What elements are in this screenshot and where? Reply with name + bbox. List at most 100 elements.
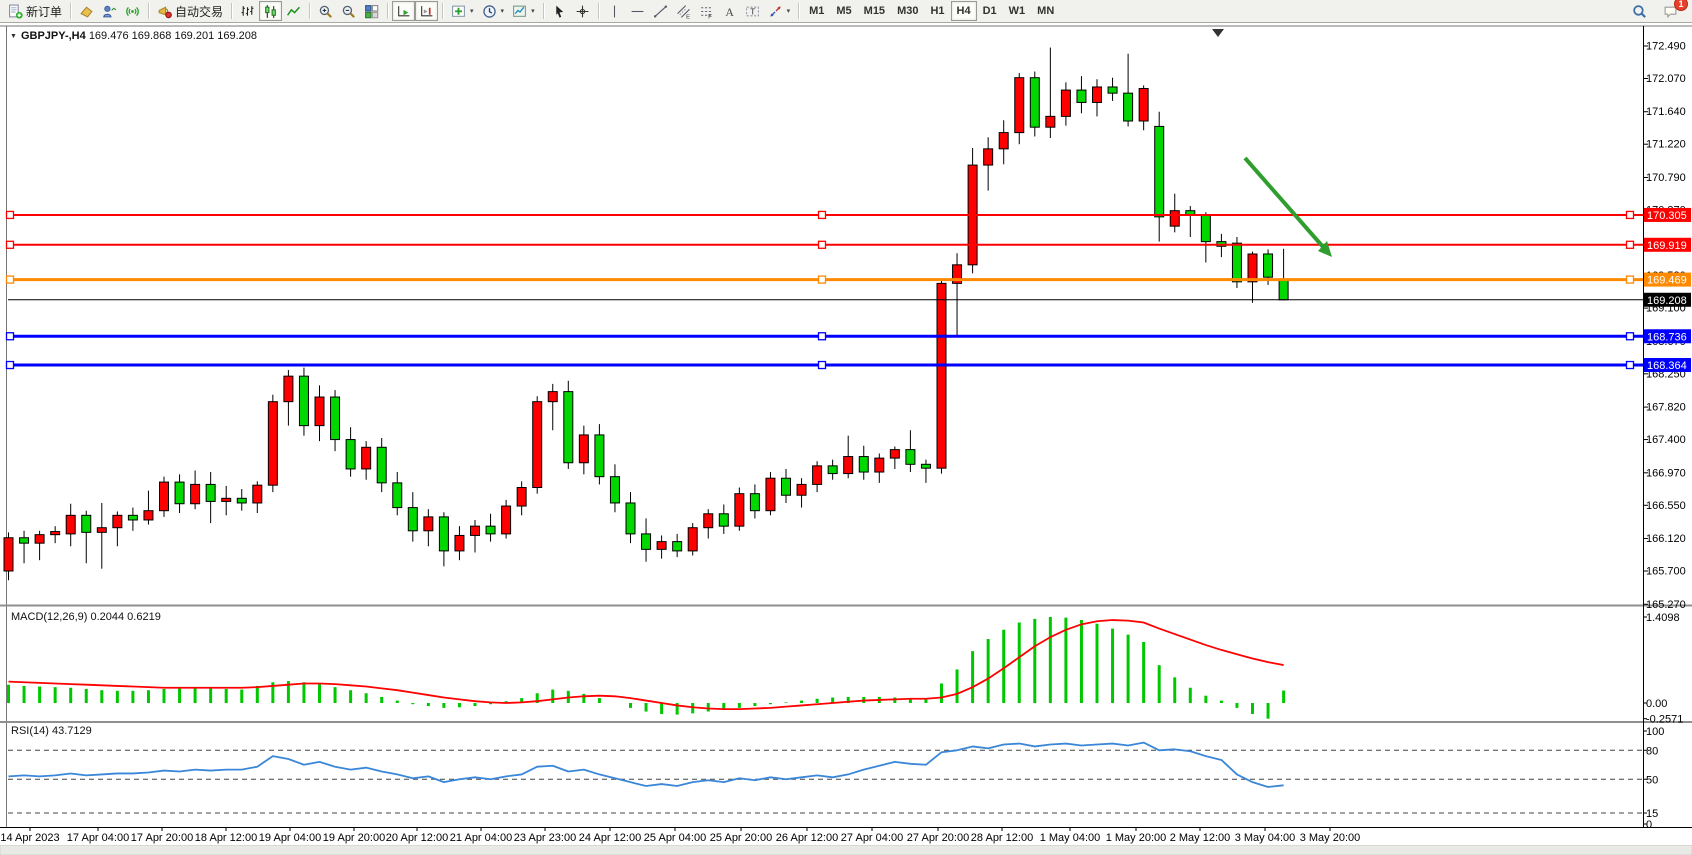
auto-scroll-button[interactable]	[392, 1, 416, 21]
horizontal-line-button[interactable]	[626, 1, 649, 21]
notifications-button[interactable]: 1	[1659, 0, 1688, 21]
line-price-label: 168.364	[1644, 358, 1691, 373]
time-tick-label: 17 Apr 20:00	[131, 832, 193, 844]
zoom-in-button[interactable]	[314, 1, 337, 21]
toolbar-group	[314, 0, 383, 22]
vline-icon	[613, 5, 615, 17]
line-chart-button[interactable]	[282, 1, 305, 21]
text-button[interactable]: A	[718, 1, 741, 21]
autotrading-button[interactable]: 自动交易	[153, 1, 227, 21]
candle-body	[594, 434, 605, 478]
candle-body	[96, 527, 107, 533]
zoom-out-button[interactable]	[337, 1, 360, 21]
chart-shift-marker[interactable]	[1212, 29, 1224, 37]
periods-button[interactable]: ▾	[478, 1, 509, 21]
tf-m1[interactable]: M1	[803, 1, 830, 21]
time-tick-label: 2 May 12:00	[1170, 832, 1231, 844]
search-button[interactable]	[1628, 1, 1651, 21]
line-handle[interactable]	[1625, 360, 1635, 370]
candle-body	[236, 497, 247, 504]
line-handle[interactable]	[5, 275, 15, 284]
trendline-icon	[653, 5, 667, 17]
line-handle[interactable]	[1625, 210, 1635, 220]
tf-mn[interactable]: MN	[1031, 1, 1060, 21]
line-handle[interactable]	[5, 360, 15, 370]
tf-h1[interactable]: H1	[924, 1, 950, 21]
arrows-button[interactable]: ▾	[764, 1, 795, 21]
bar-chart-button[interactable]	[236, 1, 259, 21]
tf-h4[interactable]: H4	[950, 1, 977, 21]
toolbar-group: M1 M5 M15 M30 H1 H4 D1 W1 MN	[803, 0, 1060, 22]
time-tick-label: 1 May 04:00	[1040, 832, 1101, 844]
new-order-button[interactable]: 新订单	[4, 1, 66, 21]
tf-m5[interactable]: M5	[830, 1, 857, 21]
signals-button[interactable]	[121, 1, 144, 21]
candle-body	[672, 541, 683, 552]
indicators-button[interactable]: ▾	[447, 1, 478, 21]
candle-body	[376, 446, 387, 484]
trendline-button[interactable]	[649, 1, 672, 21]
svg-text:E: E	[686, 14, 690, 19]
cursor-button[interactable]	[548, 1, 571, 21]
candle-body	[905, 449, 916, 465]
candle-body	[330, 396, 341, 441]
line-handle[interactable]	[817, 210, 827, 220]
candle-body	[547, 391, 558, 403]
trade-report-button[interactable]	[98, 1, 121, 21]
text-icon: A	[725, 5, 734, 18]
candle-body	[687, 527, 698, 552]
line-handle[interactable]	[5, 240, 15, 249]
candle-body	[454, 534, 465, 552]
tf-d1[interactable]: D1	[977, 1, 1003, 21]
label-button[interactable]: T	[741, 1, 764, 21]
auto-scroll-icon	[398, 5, 410, 16]
line-handle[interactable]	[1625, 240, 1635, 249]
candle-body	[361, 446, 372, 470]
line-handle[interactable]	[817, 275, 827, 284]
equidistant-channel-button[interactable]: E	[672, 1, 695, 21]
line-handle[interactable]	[817, 240, 827, 249]
time-tick-label: 17 Apr 04:00	[67, 832, 129, 844]
line-handle[interactable]	[5, 332, 15, 341]
trend-arrow[interactable]	[1243, 156, 1332, 257]
line-handle[interactable]	[1625, 332, 1635, 341]
rsi-scale-label: 0	[1646, 819, 1652, 831]
time-tick-label: 14 Apr 2023	[0, 832, 59, 844]
toolbar-group: 新订单	[4, 0, 66, 22]
line-handle[interactable]	[5, 210, 15, 220]
line-handle[interactable]	[817, 332, 827, 341]
tf-w1[interactable]: W1	[1003, 1, 1032, 21]
tf-m15[interactable]: M15	[858, 1, 891, 21]
close-all-button[interactable]	[75, 1, 98, 21]
price-tick-label: 172.070	[1646, 73, 1686, 85]
tf-m30[interactable]: M30	[891, 1, 924, 21]
candlestick-chart-button[interactable]	[259, 1, 283, 21]
chart-shift-button[interactable]	[415, 1, 439, 21]
toolbar-separator	[148, 3, 150, 19]
toolbar-right: 1	[1628, 0, 1688, 21]
time-tick-label: 27 Apr 20:00	[907, 832, 969, 844]
macd-panel-splitter[interactable]	[0, 604, 1692, 607]
price-tick-label: 166.970	[1646, 467, 1686, 479]
rsi-panel-splitter[interactable]	[0, 721, 1692, 723]
tile-windows-button[interactable]	[360, 1, 383, 21]
candle-body	[1014, 77, 1025, 134]
macd-signal-line	[8, 619, 1284, 710]
candle-body	[1123, 92, 1134, 122]
fibonacci-button[interactable]: F	[695, 1, 718, 21]
time-tick-label: 19 Apr 04:00	[259, 832, 321, 844]
time-tick-label: 3 May 20:00	[1300, 832, 1361, 844]
crosshair-icon	[576, 5, 588, 17]
line-price-label: 169.919	[1644, 237, 1691, 252]
label-icon: T	[745, 6, 759, 16]
line-handle[interactable]	[1625, 275, 1635, 284]
templates-button[interactable]: ▾	[508, 1, 539, 21]
rsi-scale-label: 80	[1646, 745, 1658, 757]
bottom-strip	[0, 845, 1692, 855]
svg-text:169.919: 169.919	[1647, 240, 1687, 252]
vertical-line-button[interactable]	[603, 1, 626, 21]
line-handle[interactable]	[817, 360, 827, 370]
toolbar-group: E F A T ▾	[603, 0, 795, 22]
crosshair-button[interactable]	[571, 1, 594, 21]
